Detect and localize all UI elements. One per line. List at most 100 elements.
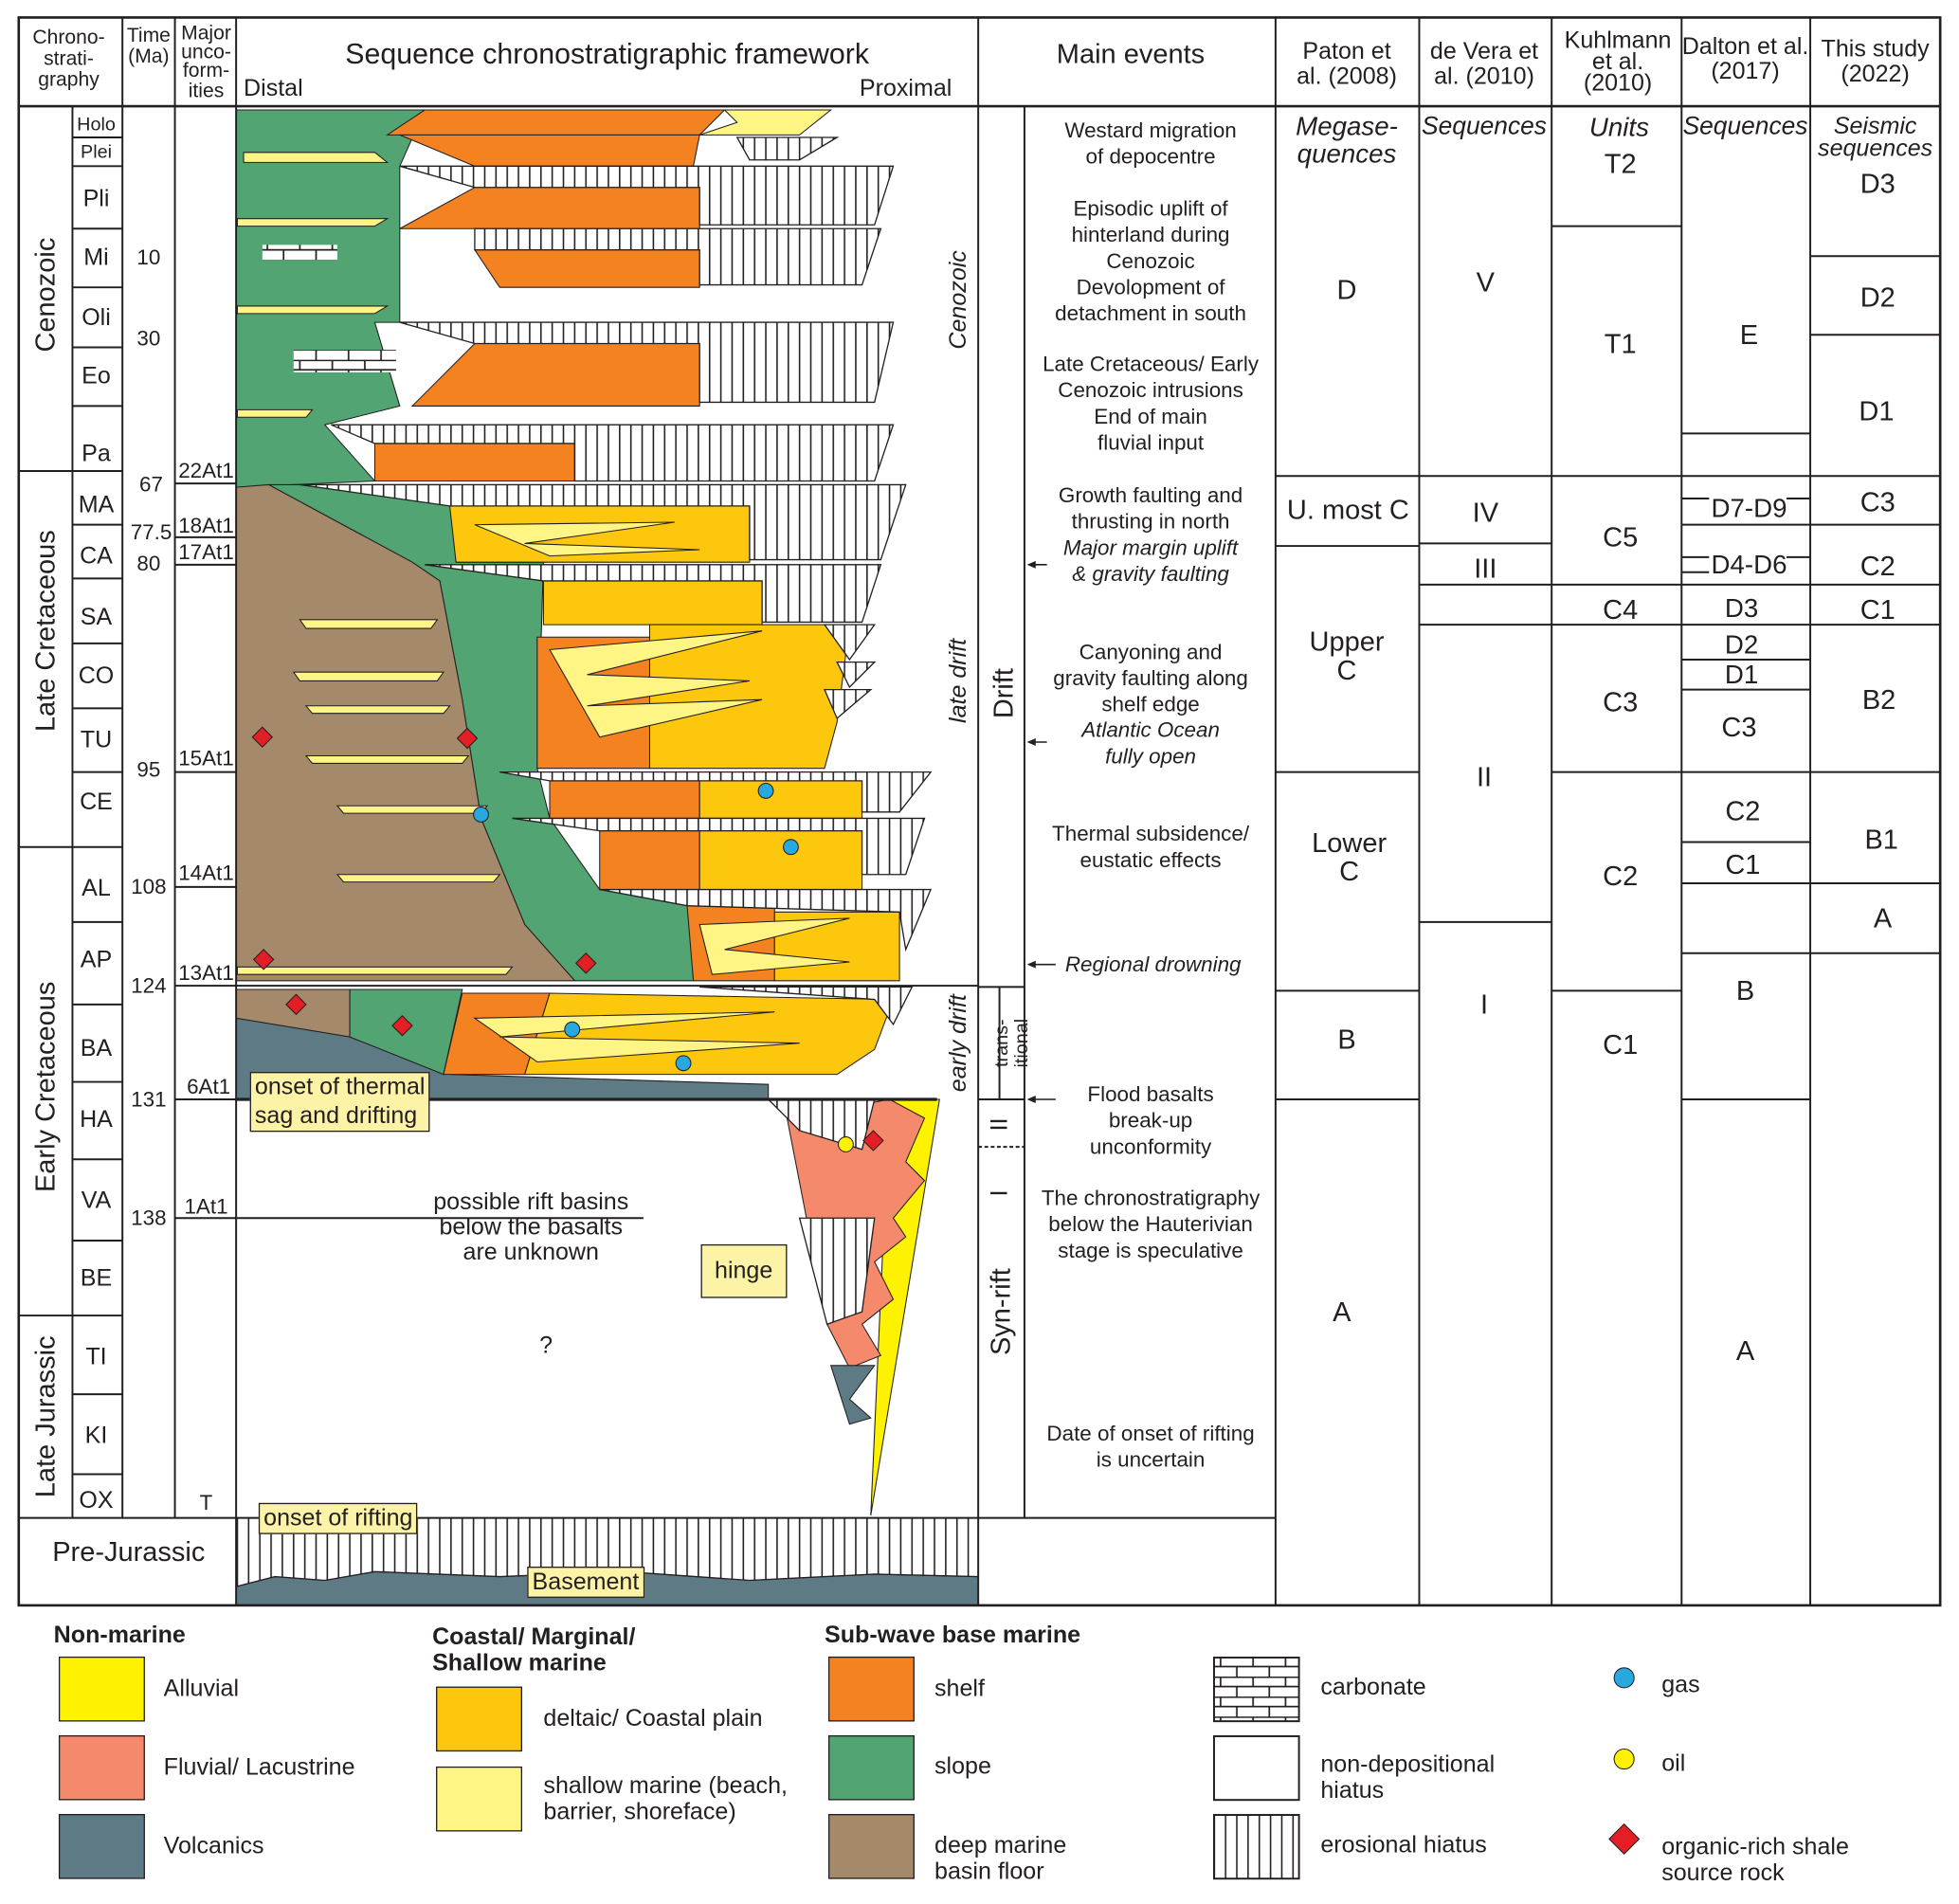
swatch-volcanics — [58, 1814, 145, 1879]
swatch-hiatus-carbonate — [1212, 1656, 1300, 1880]
age-label: 30 — [136, 326, 161, 351]
legend-carbonate: carbonate — [1320, 1675, 1426, 1701]
unconformity-label: 15At1 — [178, 746, 234, 771]
deltaic-14 — [698, 780, 863, 819]
table-grid — [17, 16, 1942, 1607]
unconformity-label: 13At1 — [178, 961, 234, 986]
stage-label: OX — [79, 1488, 114, 1514]
era-cenozoic: Cenozoic — [28, 237, 61, 353]
legend-heading-non-marine: Non-marine — [53, 1622, 186, 1649]
legend-heading-coastal: Coastal/ Marginal/ Shallow marine — [432, 1623, 636, 1677]
event-item-italic: Major margin uplift & gravity faulting — [1062, 535, 1239, 587]
swatch-shallow — [436, 1766, 523, 1832]
stage-label: Plei — [81, 141, 112, 163]
deltaic-15 — [698, 830, 863, 891]
shelf-14 — [549, 780, 700, 819]
event-item: Westard migration of depocentre — [1064, 118, 1237, 169]
header-kuhlmann: Kuhlmann et al. (2010) — [1564, 27, 1672, 98]
this-study-unit: D1 — [1859, 395, 1895, 427]
legend-heading-sub-wave: Sub-wave base marine — [825, 1622, 1081, 1649]
stage-label: CE — [80, 789, 113, 816]
legend-shallow: shallow marine (beach, barrier, shorefac… — [543, 1772, 788, 1825]
proximal-label: Proximal — [859, 75, 952, 102]
early-drift-label: early drift — [945, 994, 972, 1093]
paton-unit: D — [1336, 274, 1357, 306]
paton-unit: Upper C — [1309, 626, 1385, 686]
swatch-slope — [827, 1734, 915, 1801]
onset-thermal-sag-label: onset of thermal sag and drifting — [249, 1072, 430, 1133]
swatch-deltaic — [436, 1686, 523, 1752]
event-item: The chronostratigraphy below the Hauteri… — [1041, 1186, 1261, 1263]
event-item: Flood basalts break-up unconformity — [1087, 1082, 1214, 1159]
dalton-unit: D2 — [1724, 630, 1759, 660]
this-study-unit: B2 — [1861, 683, 1896, 716]
shelf-2 — [399, 134, 700, 167]
legend-deltaic: deltaic/ Coastal plain — [543, 1706, 763, 1732]
unconformity-label: 22At1 — [178, 459, 234, 483]
dalton-subtitle: Sequences — [1682, 113, 1808, 141]
paton-unit: Lower C — [1312, 826, 1388, 887]
this-study-unit: C2 — [1859, 550, 1896, 582]
header-unconformities: Major unco- form- ities — [181, 23, 231, 102]
devera-unit: II — [1476, 761, 1493, 793]
legend-alluvial: Alluvial — [163, 1676, 240, 1703]
legend-non-depositional: non-depositional hiatus — [1320, 1751, 1496, 1804]
devera-unit: V — [1476, 266, 1496, 299]
unconformity-label: 6At1 — [187, 1075, 231, 1099]
shelf-6 — [410, 342, 700, 407]
deltaic-9 — [542, 580, 763, 626]
stage-label: HA — [80, 1106, 113, 1133]
basement-label: Basement — [527, 1567, 644, 1598]
arrowheads — [1026, 560, 1036, 1103]
stage-label: CO — [78, 663, 115, 690]
stage-label: MA — [78, 492, 115, 519]
shallow-16 — [698, 917, 850, 975]
unconformity-label: 17At1 — [178, 540, 234, 565]
volcanics-synrift — [829, 1365, 876, 1425]
event-item: Episodic uplift of hinterland during Cen… — [1055, 196, 1246, 326]
legend-oil: oil — [1661, 1750, 1686, 1778]
source-rock-icons — [251, 726, 1641, 1855]
stage-label: TU — [80, 727, 113, 753]
event-item: Date of onset of rifting is uncertain — [1046, 1422, 1255, 1472]
dalton-unit: C1 — [1725, 848, 1761, 880]
shelf-15 — [599, 830, 700, 891]
legend-slope: slope — [934, 1753, 991, 1780]
event-item: Canyoning and gravity faulting along she… — [1053, 640, 1248, 716]
legend-volcanics: Volcanics — [163, 1833, 264, 1860]
kuhlmann-unit: C3 — [1603, 686, 1639, 718]
kuhlmann-unit: C5 — [1603, 521, 1639, 553]
age-label: 77.5 — [130, 520, 172, 545]
deep-marine — [235, 483, 576, 982]
kuhlmann-subtitle: Units — [1588, 113, 1649, 143]
stage-label: BE — [80, 1265, 113, 1293]
stage-label: CA — [80, 543, 113, 571]
this-study-unit: C1 — [1859, 593, 1896, 626]
stage-label: Eo — [82, 363, 111, 390]
cenozoic-drift-label: Cenozoic — [945, 250, 972, 350]
stage-label: TI — [85, 1344, 107, 1371]
turbidite-bars — [236, 152, 514, 975]
dalton-unit: C2 — [1725, 794, 1761, 826]
stage-label: SA — [80, 605, 113, 631]
devera-unit: IV — [1472, 496, 1499, 528]
header-paton: Paton et al. (2008) — [1297, 38, 1397, 90]
stage-label: Pli — [82, 186, 110, 213]
devera-unit: III — [1474, 553, 1497, 585]
age-label: 124 — [131, 973, 167, 998]
hinge-label: hinge — [700, 1243, 787, 1298]
dalton-unit: E — [1739, 318, 1759, 351]
header-dalton: Dalton et al. (2017) — [1681, 33, 1809, 85]
event-item: Thermal subsidence/ eustatic effects — [1052, 822, 1250, 873]
age-label: 131 — [131, 1087, 167, 1112]
header-time: Time (Ma) — [126, 25, 171, 68]
kuhlmann-unit: C4 — [1603, 593, 1639, 626]
legend-fluvial: Fluvial/ Lacustrine — [163, 1754, 355, 1782]
swatch-alluvial — [58, 1656, 145, 1722]
unconformity-label: T — [199, 1491, 213, 1515]
kuhlmann-unit: C1 — [1603, 1028, 1639, 1061]
shelf-4 — [473, 249, 700, 288]
distal-label: Distal — [244, 75, 303, 102]
